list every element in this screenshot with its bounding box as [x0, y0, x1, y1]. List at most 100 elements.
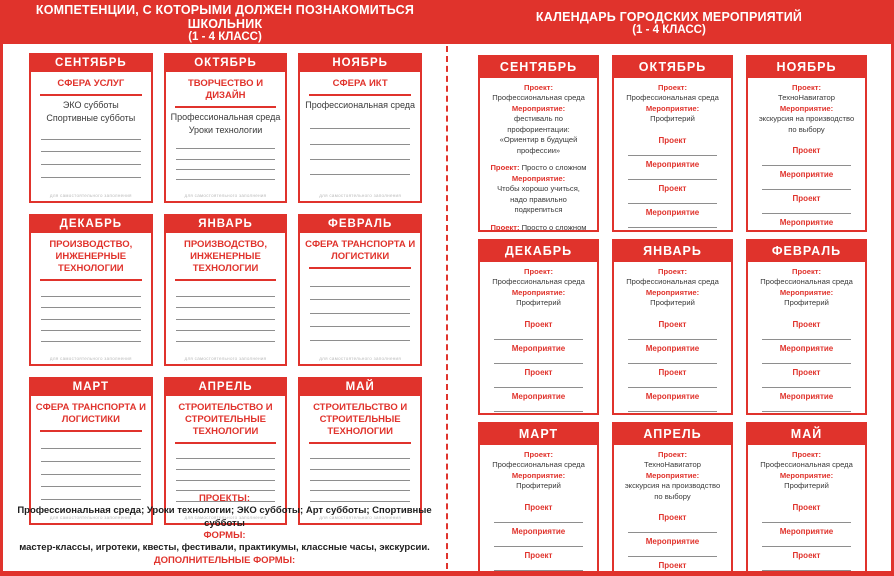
project-label: Проект:: [523, 266, 553, 276]
fill-in-line: [41, 486, 141, 488]
competency-title: СФЕРА ИКТ: [332, 77, 388, 89]
calendar-card-март: МАРТ Проект: Профессиональная среда Меропри…: [478, 421, 599, 571]
blank-project-label: Проект: [792, 146, 821, 156]
blank-project-line: [762, 338, 851, 340]
fill-in-line: [175, 458, 276, 460]
fill-in-lines: [300, 272, 420, 355]
blank-event-label: Мероприятие: [645, 391, 700, 401]
fill-in-line: [310, 174, 410, 176]
month-header: АПРЕЛЬ: [163, 376, 288, 396]
blank-event-label: Мероприятие: [645, 537, 700, 547]
calendar-card-май: МАЙ Проект: Профессиональная среда Мероприя…: [746, 421, 867, 571]
month-header: СЕНТЯБРЬ: [478, 54, 599, 78]
competency-cards-grid: СЕНТЯБРЬ СФЕРА УСЛУГ ЭКО субботы Спортивные…: [3, 44, 446, 525]
blank-pair: Проект Мероприятие: [486, 364, 591, 412]
fill-in-line: [310, 501, 410, 503]
fill-in-note: для самостоятельного заполнения: [319, 192, 402, 198]
title-underline: [40, 93, 142, 96]
title-underline: [40, 278, 142, 281]
blank-event-label: Мероприятие: [511, 526, 566, 536]
title-underline: [40, 429, 142, 432]
blank-project-line: [494, 569, 583, 571]
month-header: АПРЕЛЬ: [612, 421, 733, 445]
competency-items: ЭКО субботы Спортивные субботы: [31, 99, 151, 125]
event-label: Мероприятие:: [511, 470, 566, 480]
blank-event-line: [762, 362, 851, 364]
fill-in-line: [310, 458, 410, 460]
forms-list: мастер-классы, игротеки, квесты, фестива…: [19, 542, 430, 554]
fill-in-note: для самостоятельного заполнения: [319, 355, 402, 361]
project-label: Проект:: [523, 82, 553, 92]
month-header: ФЕВРАЛЬ: [746, 238, 867, 262]
event-name-line: фестиваль по профориентации:: [507, 114, 570, 134]
calendar-card-body: Проект: Профессиональная среда Мероприятие…: [746, 444, 867, 571]
event-name-line: Профитерий: [784, 481, 829, 491]
competency-title: СТРОИТЕЛЬСТВО И СТРОИТЕЛЬНЫЕ ТЕХНОЛОГИИ: [178, 401, 273, 437]
blank-pair: Проект Мероприятие: [754, 364, 859, 412]
fill-in-line: [41, 307, 141, 309]
competency-title: ТВОРЧЕСТВО И ДИЗАЙН: [187, 77, 264, 101]
additional-forms-label: ДОПОЛНИТЕЛЬНЫЕ ФОРМЫ:: [153, 554, 296, 566]
fill-in-line: [41, 295, 141, 297]
event-label: Мероприятие:: [511, 287, 566, 297]
blank-project-line: [628, 338, 717, 340]
blank-project-label: Проект: [792, 319, 821, 329]
project-row: Проект: Просто о сложном: [486, 222, 591, 232]
calendar-grade-range: (1 - 4 КЛАСС): [632, 24, 706, 36]
panel-divider: [446, 45, 448, 569]
event-block: Проект: Профессиональная среда Мероприятие…: [754, 267, 859, 309]
event-label: Мероприятие:: [645, 103, 700, 113]
project-name: Профессиональная среда: [760, 277, 853, 287]
title-underline: [309, 93, 411, 96]
blank-pair: Проект Мероприятие: [620, 364, 725, 412]
fill-in-line: [41, 177, 141, 179]
competency-card-body: СФЕРА ТРАНСПОРТА И ЛОГИСТИКИ для самостоя…: [29, 395, 153, 525]
blank-project-label: Проект: [658, 513, 687, 523]
projects-label: ПРОЕКТЫ:: [198, 492, 251, 504]
fill-in-line: [310, 479, 410, 481]
projects-list: Профессиональная среда; Уроки технологии…: [17, 505, 432, 529]
fill-in-line: [41, 330, 141, 332]
blank-event-label: Мероприятие: [779, 343, 834, 353]
project-label: Проект:: [791, 266, 821, 276]
project-label: Проект:: [791, 449, 821, 459]
fill-in-line: [310, 326, 410, 328]
event-label: Мероприятие:: [511, 173, 566, 183]
competencies-grade-range: (1 - 4 КЛАСС): [188, 31, 262, 43]
blank-pair: Проект Мероприятие: [620, 180, 725, 228]
competency-card-body: СТРОИТЕЛЬСТВО И СТРОИТЕЛЬНЫЕ ТЕХНОЛОГИИ д…: [298, 395, 422, 525]
competencies-panel: СЕНТЯБРЬ СФЕРА УСЛУГ ЭКО субботы Спортивные…: [3, 44, 446, 571]
fill-in-note: для самостоятельного заполнения: [49, 192, 132, 198]
competencies-footer: ПРОЕКТЫ: Профессиональная среда; Уроки т…: [3, 490, 446, 571]
project-name: Просто о сложном: [521, 222, 587, 232]
panels-container: СЕНТЯБРЬ СФЕРА УСЛУГ ЭКО субботы Спортивные…: [3, 44, 891, 571]
fill-in-line: [41, 138, 141, 140]
month-header: ОКТЯБРЬ: [612, 54, 733, 78]
blank-project-label: Проект: [658, 135, 687, 145]
event-block: Проект: Профессиональная среда Мероприятие…: [754, 450, 859, 492]
project-name: Профессиональная среда: [626, 93, 719, 103]
competency-card-апрель: АПРЕЛЬ СТРОИТЕЛЬСТВО И СТРОИТЕЛЬНЫЕ ТЕХНО…: [163, 376, 288, 525]
calendar-card-февраль: ФЕВРАЛЬ Проект: Профессиональная среда Меро…: [746, 238, 867, 415]
competencies-title: КОМПЕТЕНЦИИ, С КОТОРЫМИ ДОЛЖЕН ПОЗНАКОМИ…: [35, 3, 415, 31]
blank-project-label: Проект: [658, 561, 687, 571]
title-underline: [174, 105, 277, 108]
competency-card-январь: ЯНВАРЬ ПРОИЗВОДСТВО, ИНЖЕНЕРНЫЕ ТЕХНОЛОГИ…: [163, 213, 288, 366]
calendar-card-body: Проект: Профессиональная среда Мероприятие…: [612, 261, 733, 415]
calendar-card-апрель: АПРЕЛЬ Проект: ТехноНавигатор Мероприятие: э…: [612, 421, 733, 571]
project-label: Проект:: [657, 449, 687, 459]
fill-in-line: [310, 468, 410, 470]
event-block: Проект: Просто о сложном Мероприятие: Чтоб…: [486, 163, 591, 215]
fill-in-lines: [300, 447, 420, 514]
blank-project-label: Проект: [792, 194, 821, 204]
event-name-line: «Ориентир в будущей профессии»: [499, 135, 578, 155]
blank-project-line: [628, 386, 717, 388]
project-label: Проект:: [791, 82, 821, 92]
fill-in-line: [175, 318, 276, 320]
competency-card-body: ТВОРЧЕСТВО И ДИЗАЙН Профессиональная сред…: [163, 71, 288, 203]
project-label: Проект:: [523, 449, 553, 459]
